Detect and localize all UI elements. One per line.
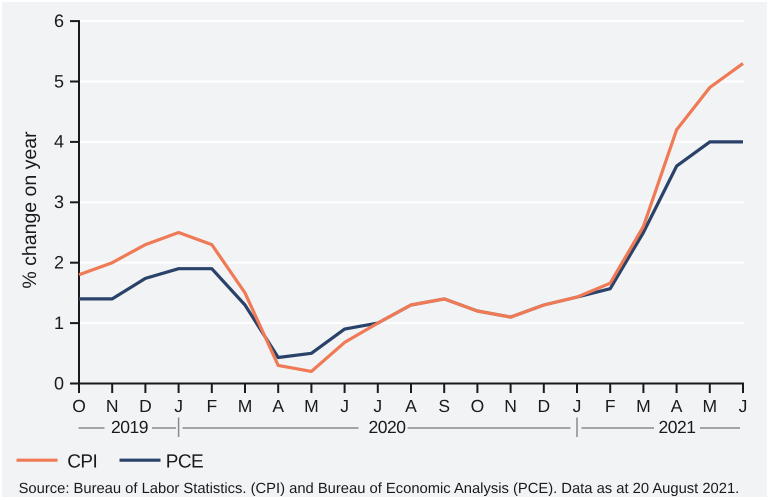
svg-text:2020: 2020: [369, 417, 407, 437]
svg-text:N: N: [106, 396, 119, 416]
svg-text:O: O: [471, 396, 485, 416]
svg-text:0: 0: [54, 373, 64, 393]
svg-text:O: O: [72, 396, 86, 416]
svg-text:Source: Bureau of Labor Statis: Source: Bureau of Labor Statistics. (CPI…: [19, 481, 740, 497]
svg-text:S: S: [438, 396, 450, 416]
svg-text:4: 4: [54, 132, 64, 152]
svg-text:A: A: [671, 396, 683, 416]
svg-text:3: 3: [54, 192, 64, 212]
svg-text:J: J: [573, 396, 582, 416]
svg-text:2021: 2021: [659, 417, 696, 437]
svg-text:6: 6: [54, 11, 64, 31]
svg-text:F: F: [605, 396, 616, 416]
svg-text:A: A: [405, 396, 417, 416]
svg-text:2019: 2019: [111, 417, 148, 437]
svg-text:2: 2: [54, 253, 64, 273]
svg-text:M: M: [636, 396, 651, 416]
svg-text:J: J: [174, 396, 183, 416]
svg-text:M: M: [304, 396, 319, 416]
svg-text:CPI: CPI: [67, 451, 97, 472]
svg-text:A: A: [272, 396, 284, 416]
svg-text:1: 1: [54, 313, 64, 333]
svg-text:5: 5: [54, 71, 64, 91]
svg-text:J: J: [340, 396, 349, 416]
svg-text:% change on year: % change on year: [19, 131, 41, 289]
svg-text:D: D: [139, 396, 152, 416]
svg-text:PCE: PCE: [166, 451, 203, 472]
svg-text:M: M: [703, 396, 718, 416]
svg-text:M: M: [238, 396, 253, 416]
svg-text:J: J: [373, 396, 382, 416]
svg-text:D: D: [537, 396, 550, 416]
svg-text:F: F: [206, 396, 217, 416]
svg-text:N: N: [504, 396, 517, 416]
svg-text:J: J: [739, 396, 748, 416]
